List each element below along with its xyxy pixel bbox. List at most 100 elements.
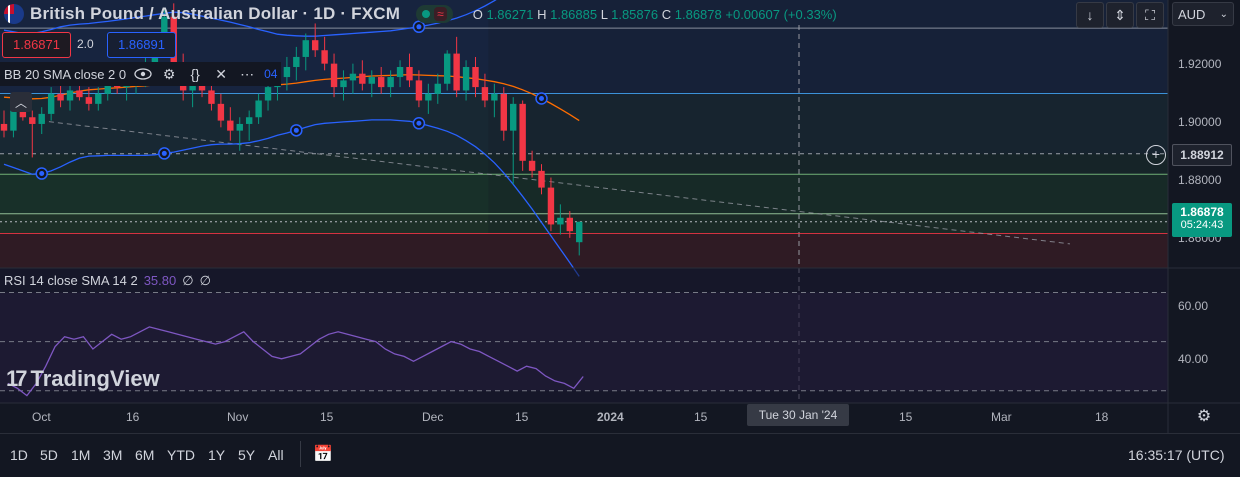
candle-body	[283, 67, 291, 78]
collapse-legend-button[interactable]: ︿	[10, 92, 32, 112]
rsi-pane-background	[0, 268, 1168, 403]
candle-body	[57, 93, 64, 101]
rsi-legend-label[interactable]: RSI 14 close SMA 14 2	[4, 273, 138, 288]
rsi-axis-label: 60.00	[1178, 299, 1209, 313]
candle-body	[444, 53, 451, 84]
candle-body	[227, 120, 234, 131]
ohlc-change-value: +0.00607 (+0.33%)	[725, 6, 837, 22]
sell-price-button[interactable]: 1.86871	[2, 32, 71, 58]
rsi-extra-1: ∅	[182, 273, 194, 288]
candle-body	[538, 170, 545, 188]
last-price-value: 1.86878	[1180, 205, 1224, 219]
download-button[interactable]: ↓	[1076, 2, 1104, 28]
ohlc-low-value: 1.85876	[611, 6, 659, 22]
utc-clock[interactable]: 16:35:17 (UTC)	[1128, 447, 1225, 463]
time-axis-label: 15	[694, 410, 708, 424]
price-zone	[0, 153, 1168, 175]
ohlc-high-key: H	[537, 6, 547, 22]
candle-body	[245, 117, 253, 124]
chart-settings-gear-icon[interactable]: ⚙	[1196, 408, 1212, 425]
market-status-pill[interactable]: ≈	[416, 5, 453, 23]
time-axis-label: 15	[320, 410, 334, 424]
period-button-ytd[interactable]: YTD	[167, 447, 195, 463]
candle-body	[189, 83, 196, 91]
eye-icon[interactable]	[134, 65, 152, 83]
time-axis-label: Oct	[32, 410, 51, 424]
rsi-layer	[0, 268, 1168, 403]
period-button-1y[interactable]: 1Y	[208, 447, 226, 463]
gear-icon[interactable]: ⚙	[162, 65, 176, 82]
candle-body	[311, 40, 319, 51]
period-button-5y[interactable]: 5Y	[238, 447, 256, 463]
candle-body	[321, 50, 328, 64]
currency-select-value: AUD	[1178, 6, 1206, 22]
source-code-icon[interactable]: {}	[190, 66, 200, 82]
bollinger-legend-label[interactable]: BB 20 SMA close 2 0	[4, 66, 127, 82]
price-zone	[0, 213, 1168, 234]
bollinger-bands-layer	[3, 0, 580, 277]
candle-body	[415, 80, 423, 101]
rsi-value: 35.80	[143, 273, 177, 288]
collapse-panes-button[interactable]: ⇕	[1106, 2, 1134, 28]
candle-body	[528, 160, 536, 171]
chevron-down-icon: ⌄	[1219, 8, 1228, 20]
candle-body	[368, 77, 375, 84]
candle-body	[472, 67, 479, 88]
candle-body	[576, 221, 583, 243]
ohlc-close-key: C	[661, 6, 672, 22]
symbol-header[interactable]: British Pound / Australian Dollar · 1D ·…	[4, 3, 837, 25]
bollinger-upper-line	[3, 0, 497, 37]
ohlc-open-key: O	[472, 6, 483, 22]
period-button-5d[interactable]: 5D	[40, 447, 58, 463]
tradingview-mark-icon: 17	[6, 366, 28, 391]
rsi-legend[interactable]: RSI 14 close SMA 14 2 35.80 ∅ ∅	[4, 273, 211, 289]
fullscreen-icon: ⛶	[1145, 6, 1155, 23]
close-icon[interactable]: ✕	[215, 65, 227, 82]
candle-body	[236, 123, 243, 131]
candle-body	[425, 93, 432, 101]
period-button-6m[interactable]: 6M	[135, 447, 155, 463]
time-axis-label: 15	[899, 410, 913, 424]
candle-body	[293, 56, 300, 67]
tradingview-logo[interactable]: 17 TradingView	[6, 366, 160, 392]
trendline	[39, 120, 1071, 245]
last-price-tag: 1.86878 05:24:43	[1172, 203, 1232, 237]
period-button-1d[interactable]: 1D	[10, 447, 28, 463]
add-alert-plus-icon[interactable]: +	[1146, 145, 1166, 165]
price-axis-label: 1.90000	[1178, 115, 1222, 129]
candle-body	[302, 40, 309, 57]
crosshair-date-tag: Tue 30 Jan '24	[747, 404, 849, 426]
currency-select[interactable]: AUD ⌄	[1172, 2, 1234, 26]
candles-layer	[0, 3, 583, 256]
fullscreen-button[interactable]: ⛶	[1136, 2, 1164, 28]
date-range-calendar-icon[interactable]: 📅	[313, 446, 333, 463]
time-axis-label: 18	[1095, 410, 1109, 424]
period-button-1m[interactable]: 1M	[71, 447, 91, 463]
period-button-all[interactable]: All	[268, 447, 284, 463]
candle-body	[359, 73, 366, 84]
candle-body	[330, 63, 338, 88]
market-open-dot-icon	[422, 10, 431, 18]
candle-body	[349, 73, 357, 81]
period-button-3m[interactable]: 3M	[103, 447, 123, 463]
buy-price-button[interactable]: 1.86891	[107, 32, 176, 58]
candle-body	[66, 90, 74, 101]
arrow-down-icon: ↓	[1086, 7, 1094, 23]
band-anchor-dot	[293, 127, 299, 133]
candle-body	[217, 103, 225, 121]
bollinger-legend-value: 04	[264, 67, 278, 81]
candle-body	[161, 16, 168, 44]
horizontal-levels-layer	[0, 27, 1168, 234]
bollinger-legend[interactable]: BB 20 SMA close 2 0 ⚙ {} ✕ ⋯ 04	[0, 62, 282, 86]
toolbar-divider	[300, 441, 301, 467]
price-zone	[0, 93, 1168, 154]
more-icon[interactable]: ⋯	[240, 65, 255, 82]
band-anchor-dot	[39, 171, 45, 177]
currency-pair-flag-icon	[4, 4, 24, 24]
tradingview-logo-text: TradingView	[30, 366, 160, 391]
candle-body	[95, 93, 102, 104]
symbol-title[interactable]: British Pound / Australian Dollar · 1D ·…	[30, 4, 401, 23]
candle-body	[453, 53, 460, 91]
chevron-up-icon: ︿	[14, 95, 27, 110]
